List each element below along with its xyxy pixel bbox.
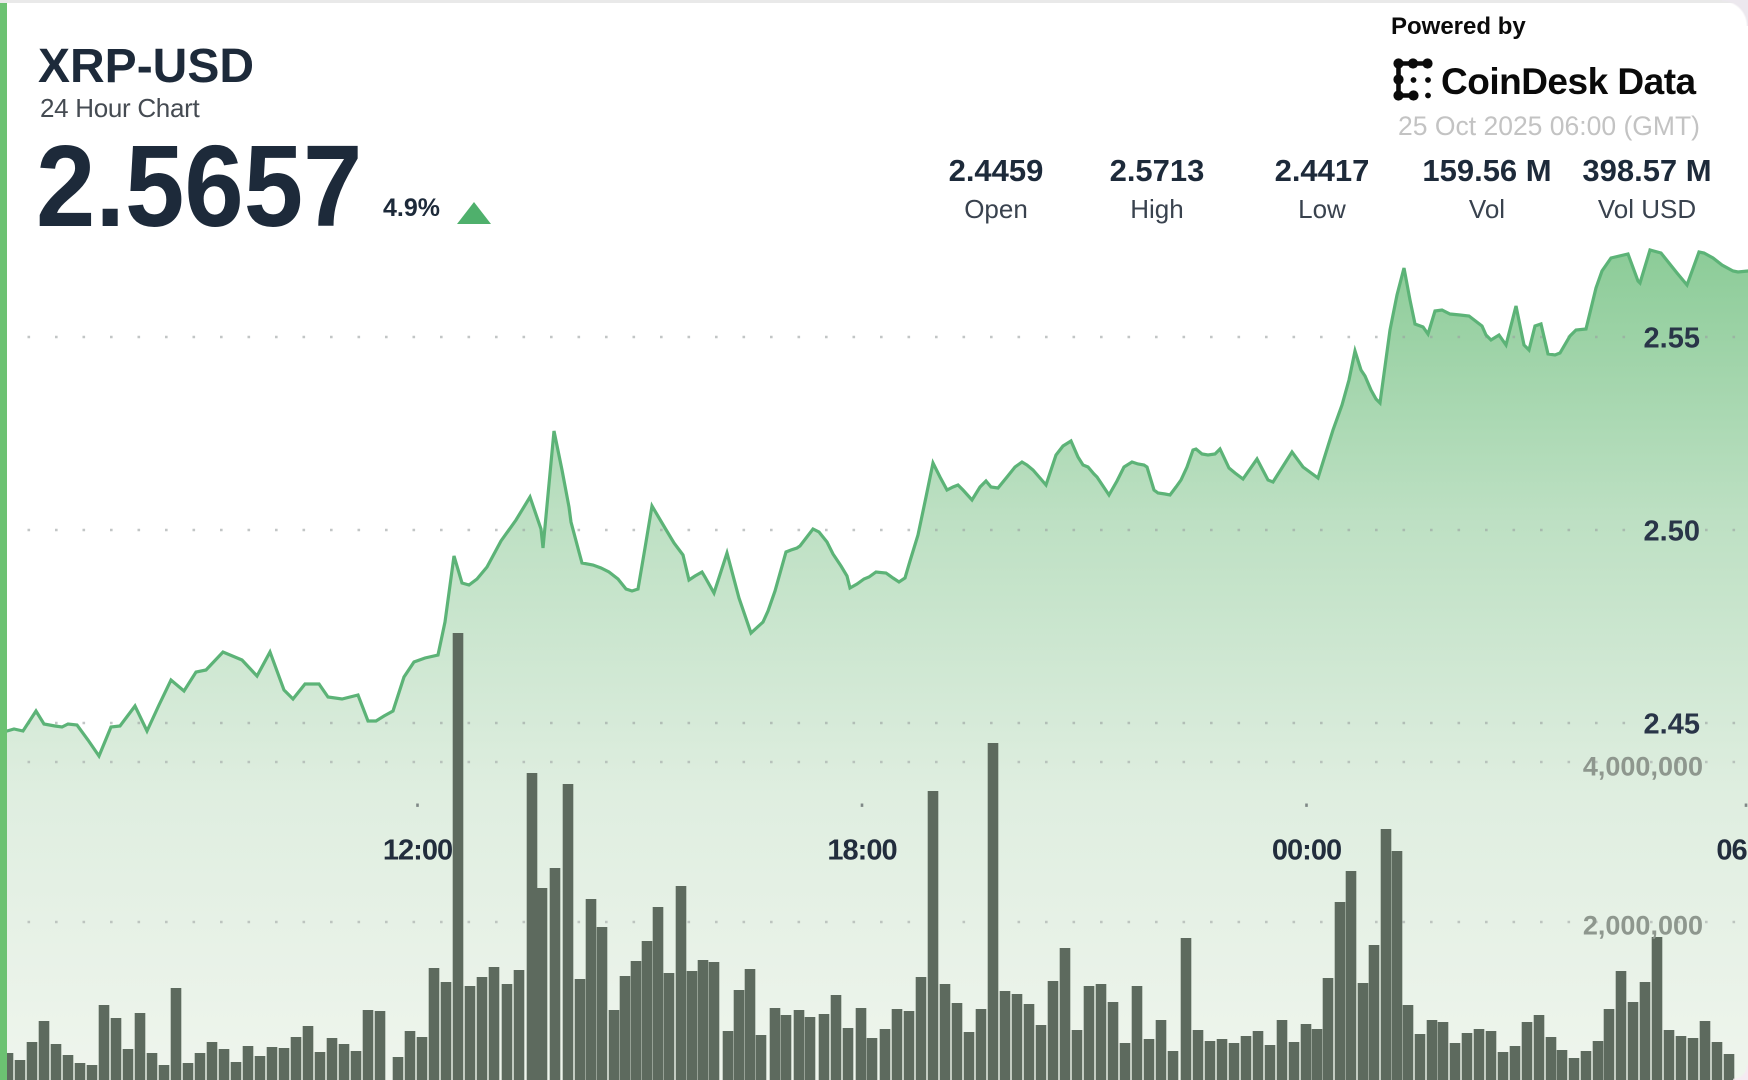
svg-text:2.50: 2.50 bbox=[1644, 516, 1700, 548]
svg-text:2,000,000: 2,000,000 bbox=[1583, 911, 1703, 941]
svg-text:18:00: 18:00 bbox=[827, 835, 896, 867]
svg-text:4,000,000: 4,000,000 bbox=[1583, 752, 1703, 782]
svg-text:2.45: 2.45 bbox=[1644, 709, 1700, 741]
svg-text:06:00: 06:00 bbox=[1716, 835, 1748, 867]
svg-text:2.55: 2.55 bbox=[1644, 323, 1700, 355]
svg-text:12:00: 12:00 bbox=[383, 835, 452, 867]
svg-text:00:00: 00:00 bbox=[1272, 835, 1341, 867]
